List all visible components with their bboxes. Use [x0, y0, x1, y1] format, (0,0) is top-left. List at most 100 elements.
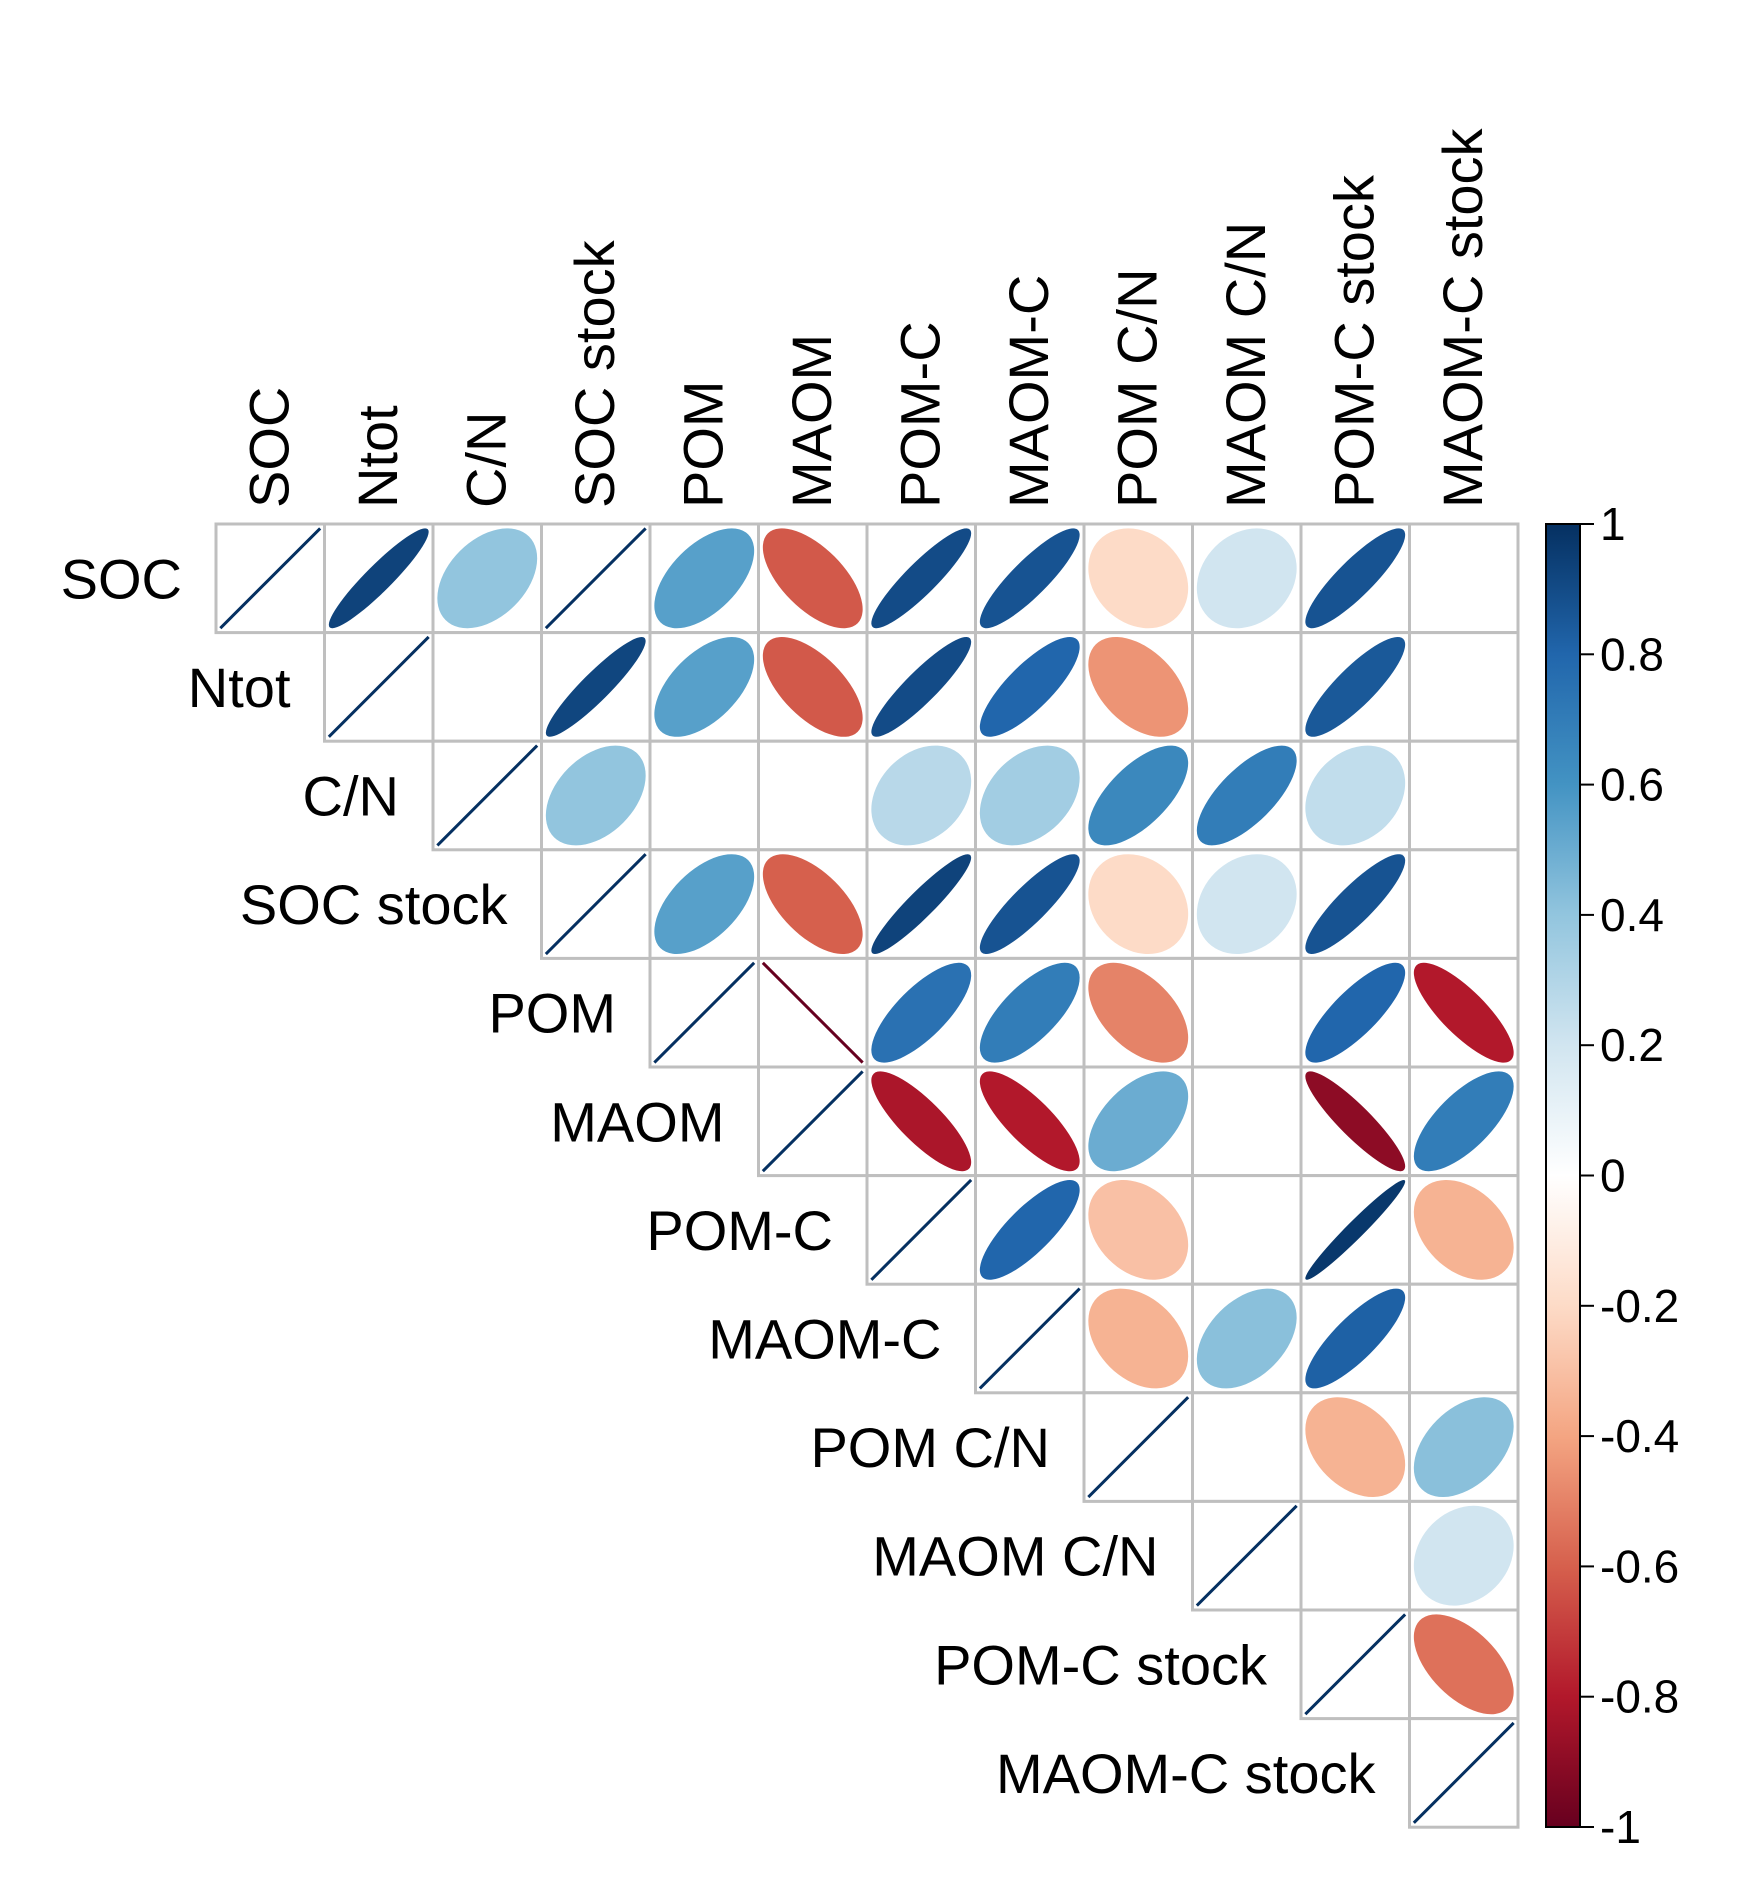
cell-ntot-ntot: [323, 631, 435, 743]
corr-line-soc-soc-stock: [544, 527, 647, 630]
cell-maom-c-pom-c-stock: [1299, 1282, 1411, 1395]
corr-ellipse-ntot-maom: [762, 636, 863, 737]
cell-maom-c-n-maom-c-n: [1191, 1499, 1303, 1612]
cell-soc-maom-c: [974, 522, 1086, 635]
row-label-maom-c-n: MAOM C/N: [872, 1525, 1158, 1588]
cell-pom-pom: [648, 956, 760, 1069]
grid-cell: [1299, 1499, 1411, 1612]
cell-pom-c-stock-pom-c-stock: [1299, 1608, 1411, 1721]
corr-ellipse-soc-stock-pom-c-stock: [1305, 854, 1406, 955]
row-label-maom-c-stock: MAOM-C stock: [996, 1742, 1377, 1805]
cell-soc-maom: [757, 522, 869, 635]
cell-pom-pom-c: [865, 956, 977, 1069]
corr-line-maom-c-maom-c: [978, 1287, 1081, 1390]
corr-ellipse-pom-c-pom-c-stock: [1305, 1179, 1406, 1280]
corr-ellipse-c-n-pom-c-stock: [1305, 745, 1406, 846]
cell-pom-c-pom-c-n: [1082, 1174, 1194, 1286]
corr-line-maom-c-stock-maom-c-stock: [1412, 1721, 1515, 1824]
cell-c-n-maom-c: [974, 739, 1086, 852]
cell-pom-maom: [757, 956, 869, 1069]
corr-ellipse-ntot-pom: [654, 636, 755, 737]
cell-c-n-pom-c: [865, 739, 977, 852]
grid-cell: [1408, 1282, 1520, 1395]
corr-ellipse-soc-pom-c-stock: [1305, 528, 1406, 629]
grid-cell: [1191, 1174, 1303, 1286]
corr-line-maom-c-n-maom-c-n: [1195, 1504, 1298, 1607]
corr-ellipse-soc-ntot: [328, 528, 429, 629]
corr-ellipse-soc-stock-pom-c-n: [1088, 854, 1189, 955]
col-label-pom: POM: [671, 380, 734, 508]
col-label-maom-c: MAOM-C: [997, 275, 1060, 508]
corr-ellipse-ntot-maom-c: [979, 636, 1080, 737]
cell-c-n-maom: [757, 739, 869, 852]
col-label-pom-c-stock: POM-C stock: [1322, 174, 1385, 508]
corr-line-pom-pom: [653, 961, 756, 1064]
corr-ellipse-pom-c-maom-c-stock: [1413, 1179, 1514, 1280]
corr-ellipse-soc-pom: [654, 528, 755, 629]
col-label-maom-c-n: MAOM C/N: [1214, 222, 1277, 508]
corr-ellipse-ntot-pom-c-n: [1088, 636, 1189, 737]
cell-soc-stock-maom-c: [974, 848, 1086, 960]
colorbar: 1 0.8 0.6 0.4 0.2 0 -0.2 -0.4 -0.6 -0.8 -1: [1545, 498, 1679, 1853]
corr-ellipse-pom-c-n-pom-c-stock: [1305, 1397, 1406, 1498]
grid-cell: [1408, 631, 1520, 743]
grid-cell: [1191, 1065, 1303, 1178]
cell-soc-stock-maom-c-n: [1191, 848, 1303, 960]
corr-ellipse-c-n-pom-c: [871, 745, 972, 846]
cell-soc-soc: [214, 522, 326, 635]
cell-pom-c-stock-maom-c-stock: [1408, 1608, 1520, 1721]
row-label-c-n: C/N: [303, 765, 399, 828]
cell-soc-stock-maom-c-stock: [1408, 848, 1520, 960]
cell-pom-pom-c-n: [1082, 956, 1194, 1069]
cell-pom-c-n-maom-c-n: [1191, 1391, 1303, 1503]
grid-cell: [1408, 739, 1520, 852]
cell-ntot-maom: [757, 631, 869, 743]
col-label-ntot: Ntot: [346, 405, 409, 508]
cell-ntot-pom-c: [865, 631, 977, 743]
cell-soc-maom-c-stock: [1408, 522, 1520, 635]
row-label-maom: MAOM: [550, 1090, 724, 1153]
corr-ellipse-ntot-pom-c-stock: [1305, 636, 1406, 737]
colorbar-ticks: 1 0.8 0.6 0.4 0.2 0 -0.2 -0.4 -0.6 -0.8 -1: [1580, 498, 1679, 1853]
cell-pom-c-maom-c-n: [1191, 1174, 1303, 1286]
cell-soc-ntot: [323, 522, 435, 635]
cell-maom-c-n-maom-c-stock: [1408, 1499, 1520, 1612]
colorbar-tick-label-0-4: 0.4: [1600, 889, 1664, 941]
corr-ellipse-soc-pom-c: [871, 528, 972, 629]
grid-cell: [1191, 1391, 1303, 1503]
cell-pom-c-n-pom-c-stock: [1299, 1391, 1411, 1503]
corr-ellipse-pom-pom-c: [871, 962, 972, 1063]
cell-pom-c-pom-c: [865, 1174, 977, 1286]
colorbar-tick-label-1: 1: [1600, 498, 1626, 550]
cell-c-n-pom: [648, 739, 760, 852]
row-label-pom-c: POM-C: [646, 1199, 833, 1262]
cell-ntot-pom-c-stock: [1299, 631, 1411, 743]
cell-maom-pom-c: [865, 1065, 977, 1178]
corr-ellipse-pom-c-n-maom-c-stock: [1413, 1397, 1514, 1498]
cell-soc-stock-soc-stock: [540, 848, 652, 960]
cell-soc-maom-c-n: [1191, 522, 1303, 635]
colorbar-gradient: [1545, 523, 1581, 1828]
colorbar-tick-label-0-8: -0.8: [1600, 1671, 1679, 1723]
corr-ellipse-soc-stock-maom-c: [979, 854, 1080, 955]
colorbar-tick-label-0-8: 0.8: [1600, 628, 1664, 680]
cell-pom-c-n-maom-c-stock: [1408, 1391, 1520, 1503]
cell-maom-pom-c-n: [1082, 1065, 1194, 1178]
col-label-maom: MAOM: [780, 334, 843, 508]
cell-pom-c-n-pom-c-n: [1082, 1391, 1194, 1503]
corr-ellipse-soc-maom-c-n: [1196, 528, 1297, 629]
corr-ellipse-pom-maom-c-stock: [1413, 962, 1514, 1063]
column-labels: SOC Ntot C/N SOC stock POM MAOM POM-C MAOM-C POM…: [237, 127, 1494, 508]
cell-c-n-soc-stock: [540, 739, 652, 852]
cell-maom-c-maom-c-n: [1191, 1282, 1303, 1395]
corr-line-pom-c-n-pom-c-n: [1087, 1396, 1190, 1499]
cell-c-n-c-n: [431, 739, 543, 852]
cell-maom-maom-c: [974, 1065, 1086, 1178]
cell-maom-c-pom-c-n: [1082, 1282, 1194, 1395]
corr-line-soc-soc: [219, 527, 322, 630]
cell-c-n-maom-c-n: [1191, 739, 1303, 852]
row-label-pom-c-stock: POM-C stock: [934, 1633, 1268, 1696]
cell-soc-stock-pom: [648, 848, 760, 960]
